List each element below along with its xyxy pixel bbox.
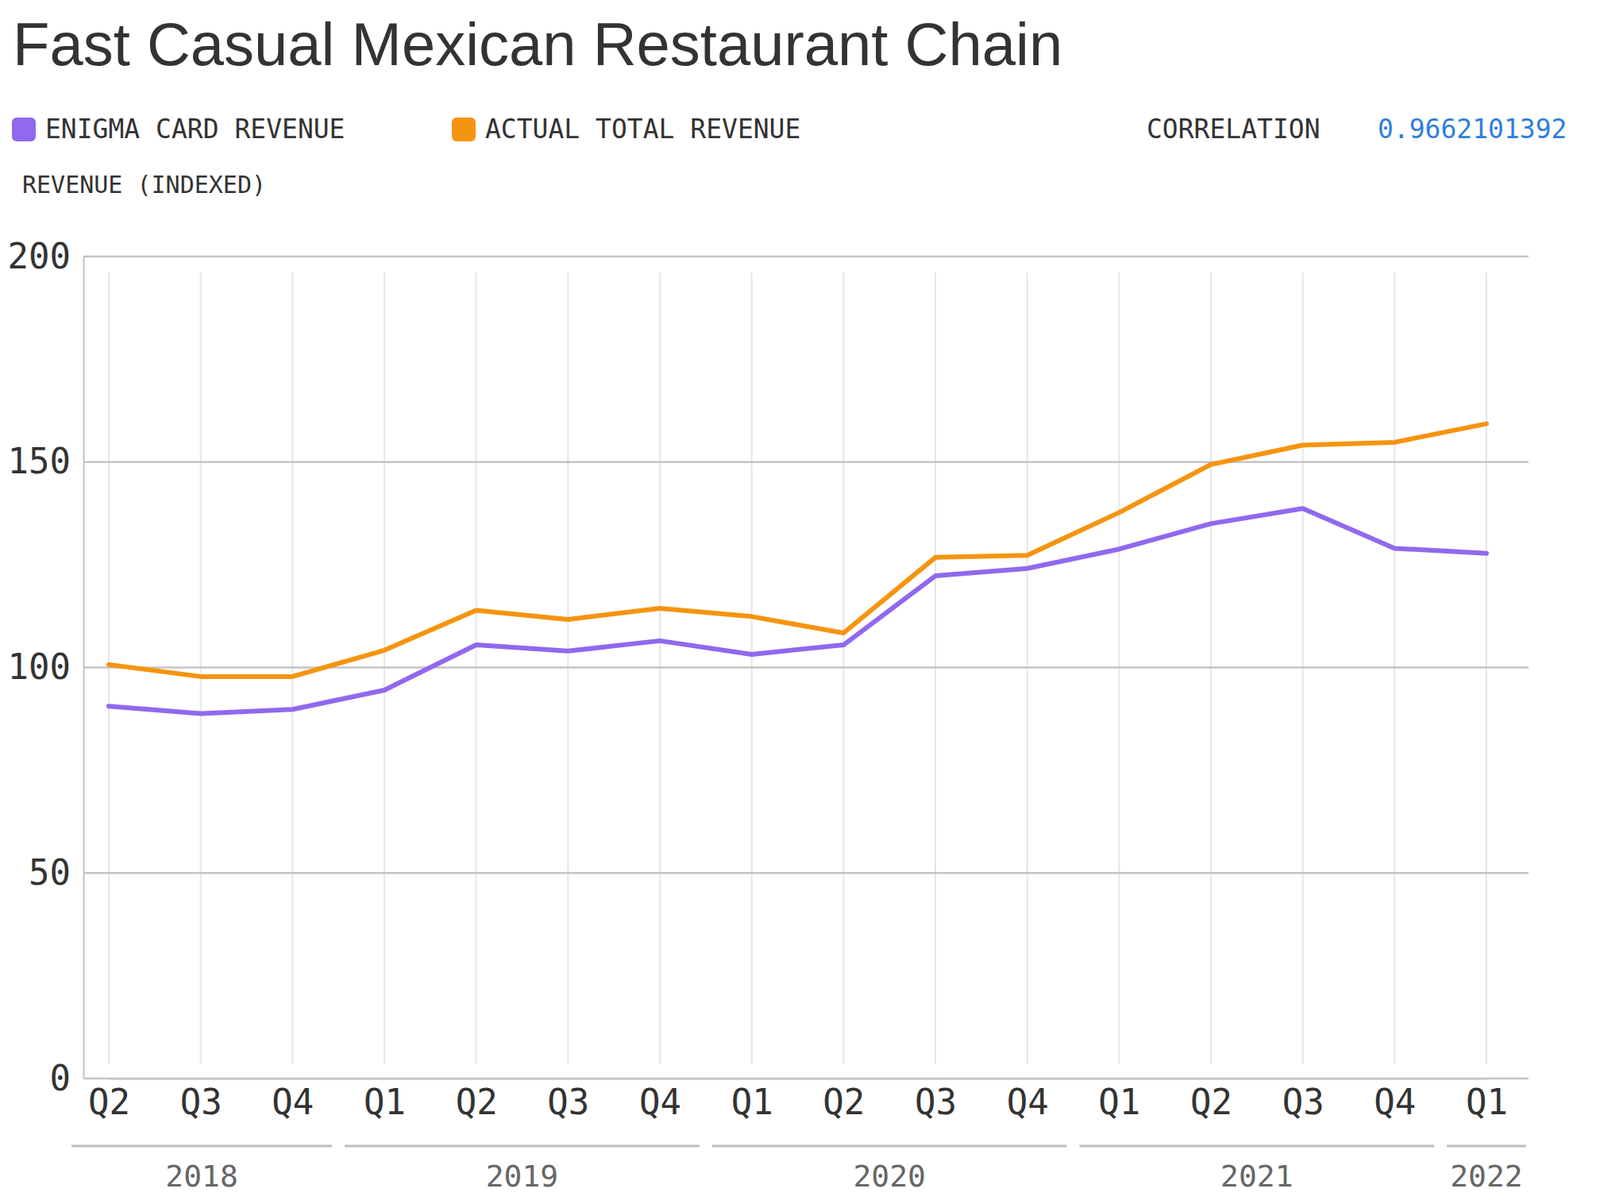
x-tick: Q1 <box>1098 1078 1141 1122</box>
x-tick-label: Q2 <box>822 1081 865 1122</box>
x-tick: Q2 <box>822 1078 865 1122</box>
y-grid-line <box>83 461 1529 464</box>
year-bracket <box>712 1145 1068 1148</box>
year-bracket <box>344 1145 700 1148</box>
y-tick: 200 <box>7 235 84 277</box>
x-tick-label: Q3 <box>547 1081 590 1122</box>
x-tick: Q4 <box>1373 1078 1416 1122</box>
x-tick: Q3 <box>1282 1078 1325 1122</box>
x-axis: Q2 Q3 Q4 Q1 Q2 Q3 Q4 Q1 Q2 Q3 Q4 Q1 Q2 Q3 Q4 Q1 <box>88 1078 1508 1122</box>
series-line <box>108 424 1487 677</box>
year-bracket <box>1079 1145 1435 1148</box>
chart: Fast Casual Mexican Restaurant Chain ENIG… <box>0 0 1600 1200</box>
legend-item: ENIGMA CARD REVENUE <box>11 113 346 145</box>
y-tick-label: 0 <box>50 1057 72 1099</box>
x-tick-label: Q4 <box>1373 1081 1416 1122</box>
annotation-value: 0.9662101392 <box>1377 113 1567 145</box>
x-tick: Q1 <box>731 1078 774 1122</box>
legend-item: ACTUAL TOTAL REVENUE <box>451 113 801 145</box>
y-axis-title: REVENUE (INDEXED) <box>22 170 267 199</box>
series-lines <box>108 424 1487 714</box>
legend-label: ENIGMA CARD REVENUE <box>45 113 346 145</box>
annotation-label: CORRELATION <box>1146 113 1321 145</box>
x-tick-label: Q3 <box>914 1081 957 1122</box>
series-line <box>108 508 1487 714</box>
y-tick: 100 <box>7 646 84 687</box>
y-grid-line <box>83 666 1529 669</box>
x-tick-label: Q1 <box>731 1081 774 1122</box>
y-tick-label: 150 <box>7 440 71 482</box>
x-tick-label: Q2 <box>455 1081 498 1122</box>
y-grid <box>83 256 1529 1079</box>
legend-swatch <box>11 117 36 142</box>
year-label: 2021 <box>1220 1158 1294 1194</box>
year-bracket <box>1446 1145 1527 1148</box>
x-tick: Q4 <box>1006 1078 1049 1122</box>
x-tick: Q3 <box>547 1078 590 1122</box>
legend-swatch <box>451 117 476 142</box>
y-tick-label: 100 <box>7 646 71 687</box>
y-axis-line <box>83 257 85 1080</box>
y-tick: 150 <box>7 440 84 482</box>
x-tick: Q4 <box>271 1078 314 1122</box>
y-tick-label: 200 <box>7 235 71 277</box>
x-tick-label: Q1 <box>1465 1081 1508 1122</box>
y-grid-line <box>83 255 1529 259</box>
x-tick: Q2 <box>88 1078 131 1122</box>
year-label: 2022 <box>1449 1158 1523 1194</box>
x-tick: Q1 <box>363 1078 406 1122</box>
x-tick: Q3 <box>914 1078 957 1122</box>
x-tick: Q4 <box>639 1078 682 1122</box>
x-tick-label: Q3 <box>180 1081 223 1122</box>
x-tick: Q1 <box>1465 1078 1508 1122</box>
y-axis: 0 50 100 150 200 <box>7 235 85 1099</box>
year-label: 2018 <box>165 1158 239 1194</box>
legend-label: ACTUAL TOTAL REVENUE <box>485 113 801 145</box>
x-tick-label: Q4 <box>1006 1081 1049 1122</box>
x-tick-label: Q3 <box>1282 1081 1325 1122</box>
year-label: 2020 <box>852 1158 926 1194</box>
x-tick-label: Q1 <box>363 1081 406 1122</box>
x-axis-line <box>109 1078 1488 1080</box>
x-tick-label: Q2 <box>1190 1081 1233 1122</box>
x-tick-label: Q4 <box>639 1081 682 1122</box>
x-tick-label: Q2 <box>88 1081 131 1122</box>
year-groups: 2018 2019 2020 2021 2022 <box>71 1145 1527 1194</box>
y-grid-line <box>83 1077 1529 1080</box>
title: Fast Casual Mexican Restaurant Chain <box>12 10 1063 78</box>
y-tick-label: 50 <box>28 852 71 893</box>
x-tick-label: Q1 <box>1098 1081 1141 1122</box>
x-tick: Q2 <box>455 1078 498 1122</box>
x-tick: Q2 <box>1190 1078 1233 1122</box>
x-tick-label: Q4 <box>271 1081 314 1122</box>
y-tick: 0 <box>50 1057 85 1099</box>
x-tick: Q3 <box>180 1078 223 1122</box>
y-tick: 50 <box>28 852 84 893</box>
year-label: 2019 <box>485 1158 560 1194</box>
year-bracket <box>71 1145 332 1148</box>
y-grid-line <box>83 871 1529 875</box>
